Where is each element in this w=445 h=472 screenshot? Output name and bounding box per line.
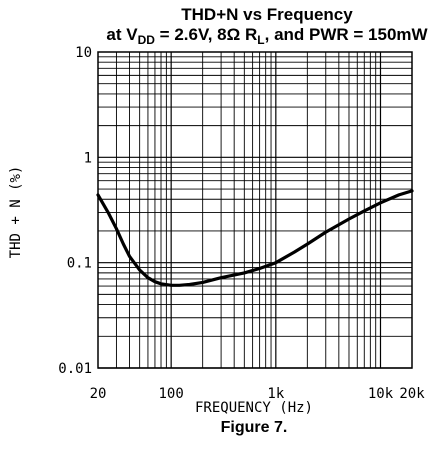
y-tick-label: 0.01: [58, 361, 92, 377]
series-line-thd-n: [96, 189, 414, 287]
y-tick-labels: 10 1 0.1 0.01: [58, 45, 92, 377]
x-tick-label: 20k: [399, 386, 425, 402]
x-axis-label: FREQUENCY (Hz): [195, 400, 313, 416]
grid-lines: [97, 52, 413, 369]
chart-title-line2: at VDD = 2.6V, 8Ω RL, and PWR = 150mW: [106, 25, 428, 47]
figure-caption: Figure 7.: [221, 419, 288, 436]
x-tick-label: 1k: [267, 386, 284, 402]
x-tick-label: 10k: [368, 386, 394, 402]
x-tick-labels: 20 100 1k 10k 20k: [90, 386, 426, 402]
x-tick-label: 20: [90, 386, 107, 402]
y-tick-label: 0.1: [67, 256, 92, 272]
y-axis-label: THD + N (%): [8, 166, 24, 259]
series-group: [96, 189, 414, 287]
y-tick-label: 10: [75, 45, 92, 61]
chart-title-line1: THD+N vs Frequency: [181, 5, 353, 24]
y-tick-label: 1: [84, 150, 92, 166]
x-tick-label: 100: [159, 386, 184, 402]
plot-frame: [97, 51, 413, 369]
